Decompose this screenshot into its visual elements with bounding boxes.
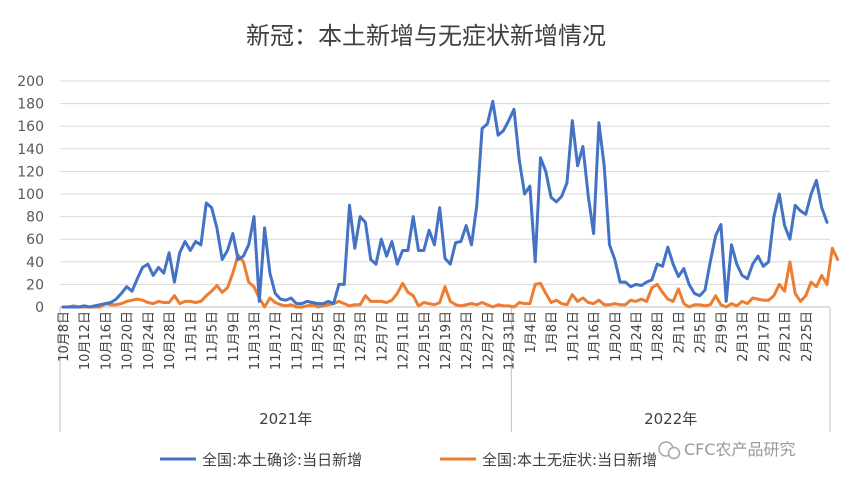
- x-tick-label: 12月19日: [439, 311, 454, 370]
- legend-label: 全国:本土确诊:当日新增: [202, 451, 362, 469]
- x-tick-label: 1月20日: [609, 311, 624, 362]
- x-tick-label: 2月25日: [800, 311, 815, 362]
- x-tick-label: 11月9日: [227, 311, 242, 362]
- y-tick-label: 0: [35, 300, 44, 316]
- x-tick-label: 10月8日: [57, 311, 72, 362]
- y-tick-label: 20: [26, 277, 44, 293]
- y-tick-label: 100: [17, 187, 44, 203]
- x-tick-label: 10月12日: [78, 311, 93, 370]
- x-tick-label: 2月17日: [757, 311, 772, 362]
- y-axis-ticks: 0 20 40 60 80 100 120 140 160 180 200: [17, 74, 44, 316]
- x-tick-label: 11月21日: [290, 311, 305, 370]
- series-line: [61, 246, 840, 309]
- y-tick-label: 180: [17, 97, 44, 113]
- x-tick-label: 12月7日: [375, 311, 390, 362]
- x-tick-label: 10月28日: [163, 311, 178, 370]
- legend-label: 全国:本土无症状:当日新增: [482, 451, 657, 469]
- x-tick-label: 2月1日: [672, 311, 687, 354]
- x-tick-label: 10月24日: [142, 311, 157, 370]
- x-tick-label: 2月13日: [736, 311, 751, 362]
- y-tick-label: 80: [26, 210, 44, 226]
- series-lines: [61, 99, 840, 309]
- x-tick-label: 11月13日: [248, 311, 263, 370]
- chart-title: 新冠：本土新增与无症状新增情况: [246, 22, 606, 50]
- x-tick-label: 10月20日: [121, 311, 136, 370]
- series-line: [61, 99, 829, 309]
- x-axis: [59, 306, 831, 432]
- y-tick-label: 200: [17, 74, 44, 90]
- y-tick-label: 160: [17, 119, 44, 135]
- x-tick-label: 12月3日: [354, 311, 369, 362]
- x-tick-label: 11月29日: [333, 311, 348, 370]
- x-tick-label: 11月5日: [206, 311, 221, 362]
- x-tick-label: 1月24日: [630, 311, 645, 362]
- y-tick-label: 120: [17, 164, 44, 180]
- x-tick-label: 11月17日: [269, 311, 284, 370]
- x-tick-label: 12月31日: [503, 311, 518, 370]
- x-tick-label: 12月27日: [481, 311, 496, 370]
- y-tick-label: 140: [17, 142, 44, 158]
- x-tick-label: 2月9日: [715, 311, 730, 354]
- x-tick-label: 1月8日: [545, 311, 560, 354]
- x-axis-ticks: 10月8日 10月12日 10月16日 10月20日 10月24日 10月28日 11月1日…: [57, 311, 815, 370]
- year-label: 2022年: [644, 410, 697, 428]
- legend: 全国:本土确诊:当日新增 全国:本土无症状:当日新增: [160, 451, 657, 469]
- y-tick-label: 60: [26, 232, 44, 248]
- x-tick-label: 1月16日: [588, 311, 603, 362]
- x-tick-label: 12月11日: [397, 311, 412, 370]
- year-axis: 2021年 2022年: [259, 410, 697, 428]
- x-tick-label: 2月5日: [694, 311, 709, 354]
- x-tick-label: 1月28日: [651, 311, 666, 362]
- x-tick-label: 1月12日: [566, 311, 581, 362]
- x-tick-label: 10月16日: [99, 311, 114, 370]
- wechat-icon-bubble: [667, 446, 681, 460]
- x-tick-label: 1月4日: [524, 311, 539, 354]
- x-tick-label: 11月25日: [312, 311, 327, 370]
- x-tick-label: 12月23日: [460, 311, 475, 370]
- y-tick-label: 40: [26, 255, 44, 271]
- watermark: CFC农产品研究: [658, 440, 796, 460]
- year-label: 2021年: [259, 410, 312, 428]
- gridlines: [60, 80, 830, 285]
- x-tick-label: 2月21日: [779, 311, 794, 362]
- x-tick-label: 12月15日: [418, 311, 433, 370]
- watermark-text: CFC农产品研究: [684, 440, 796, 459]
- x-tick-label: 11月1日: [184, 311, 199, 362]
